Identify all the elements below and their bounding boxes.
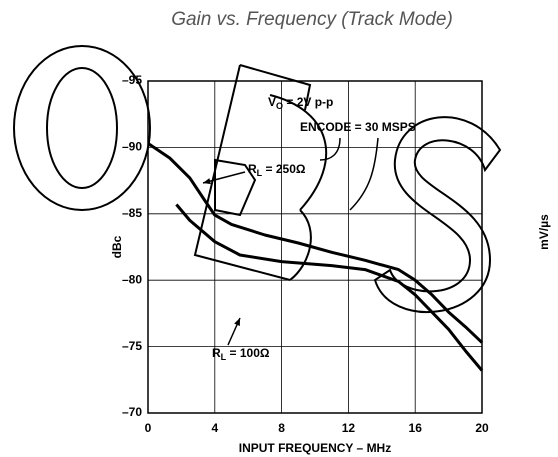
annotation: ENCODE = 30 MSPS (300, 120, 416, 134)
annotation-text: mV/µs (537, 214, 551, 250)
x-tick-label: 12 (342, 421, 356, 435)
y-axis-label: dBc (110, 235, 124, 258)
annotation-text: R (212, 346, 221, 360)
y-tick-label: –90 (122, 140, 142, 154)
x-tick-label: 0 (145, 421, 152, 435)
chart-title: Gain vs. Frequency (Track Mode) (171, 9, 453, 30)
watermark (13, 45, 502, 313)
arrow-head (234, 318, 240, 326)
series-line (175, 203, 484, 372)
y-tick-label: –85 (122, 206, 142, 220)
leader (349, 137, 379, 211)
annotation-text: V (268, 95, 276, 109)
x-tick-label: 16 (409, 421, 423, 435)
x-tick-label: 20 (475, 421, 489, 435)
annotation-sub: L (221, 352, 227, 362)
y-tick-label: –80 (122, 272, 142, 286)
annotation-text: = 2V p-p (283, 95, 333, 109)
annotation: VO = 2V p-p (268, 95, 333, 111)
annotation-text: = 250Ω (262, 162, 306, 176)
arrow-head (203, 178, 211, 185)
y-tick-label: –75 (122, 339, 142, 353)
annotation-sub: O (276, 101, 283, 111)
y-tick-label: –95 (122, 73, 142, 87)
annotation: mV/µs (537, 214, 551, 250)
x-tick-label: 8 (278, 421, 285, 435)
annotation-text: ENCODE = 30 MSPS (300, 120, 416, 134)
annotation: RL = 100Ω (212, 346, 270, 362)
leader (319, 137, 341, 161)
annotation-text: = 100Ω (226, 346, 270, 360)
y-tick-label: –70 (122, 405, 142, 419)
annotation-sub: L (257, 168, 263, 178)
annotation: RL = 250Ω (248, 162, 306, 178)
annotation-text: R (248, 162, 257, 176)
series-line (147, 142, 484, 344)
x-tick-label: 4 (211, 421, 218, 435)
x-axis-label: INPUT FREQUENCY – MHz (239, 441, 391, 455)
